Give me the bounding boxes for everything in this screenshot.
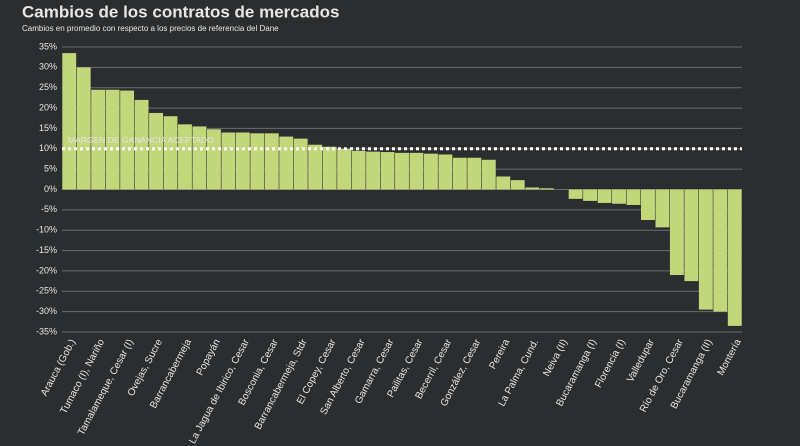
bar	[510, 180, 525, 190]
bar	[409, 152, 424, 190]
bar	[178, 124, 192, 190]
bar	[713, 189, 728, 312]
bar	[264, 133, 279, 190]
y-tick-label: -25%	[36, 286, 57, 296]
bar	[308, 144, 323, 190]
y-tick-label: 30%	[39, 62, 57, 72]
bar	[568, 189, 583, 199]
y-tick-label: 5%	[44, 164, 57, 174]
bar	[91, 89, 106, 190]
bar	[235, 132, 250, 190]
y-tick-label: -35%	[36, 326, 57, 336]
bar	[76, 67, 91, 190]
bar	[641, 189, 655, 221]
bar	[669, 189, 684, 275]
y-tick-label: -15%	[36, 245, 57, 255]
y-tick-label: 25%	[39, 82, 57, 92]
y-tick-label: 0%	[44, 184, 57, 194]
bar	[583, 189, 598, 201]
chart-title: Cambios de los contratos de mercados	[22, 2, 339, 21]
y-tick-label: 20%	[39, 102, 57, 112]
y-tick-label: -5%	[41, 204, 57, 214]
bar	[279, 136, 294, 190]
bar	[481, 159, 496, 190]
bar	[221, 132, 236, 190]
bar	[727, 189, 742, 326]
y-tick-label: 35%	[39, 41, 57, 51]
bar	[322, 146, 337, 190]
bar	[438, 154, 453, 190]
y-tick-label: -10%	[36, 225, 57, 235]
bar	[351, 150, 366, 190]
bar	[626, 189, 641, 205]
reference-label: MARGEN DE GANANCIA ACEPTADO	[68, 135, 214, 145]
bar	[366, 151, 381, 190]
chart-subtitle: Cambios en promedio con respecto a los p…	[22, 24, 279, 33]
bar	[120, 90, 135, 190]
y-tick-label: -20%	[36, 265, 57, 275]
bar	[597, 189, 612, 203]
bar	[134, 99, 149, 190]
bar	[206, 129, 221, 190]
bar	[62, 53, 77, 190]
bar	[337, 148, 352, 190]
bar	[192, 126, 207, 190]
y-tick-label: -30%	[36, 306, 57, 316]
bar	[423, 153, 438, 190]
bar	[293, 138, 308, 190]
y-tick-label: 10%	[39, 143, 57, 153]
bar	[452, 157, 467, 190]
bar	[250, 133, 265, 190]
bar	[698, 189, 713, 310]
bar	[395, 152, 409, 190]
bar	[655, 189, 670, 228]
bar	[467, 157, 482, 190]
bar	[525, 187, 540, 190]
bar	[539, 188, 554, 190]
y-tick-label: 15%	[39, 123, 57, 133]
bar	[684, 189, 699, 282]
bar	[149, 112, 163, 190]
bar	[105, 89, 120, 190]
bar	[496, 176, 511, 190]
bar	[163, 116, 178, 190]
bar	[612, 189, 626, 204]
bar	[380, 152, 395, 190]
